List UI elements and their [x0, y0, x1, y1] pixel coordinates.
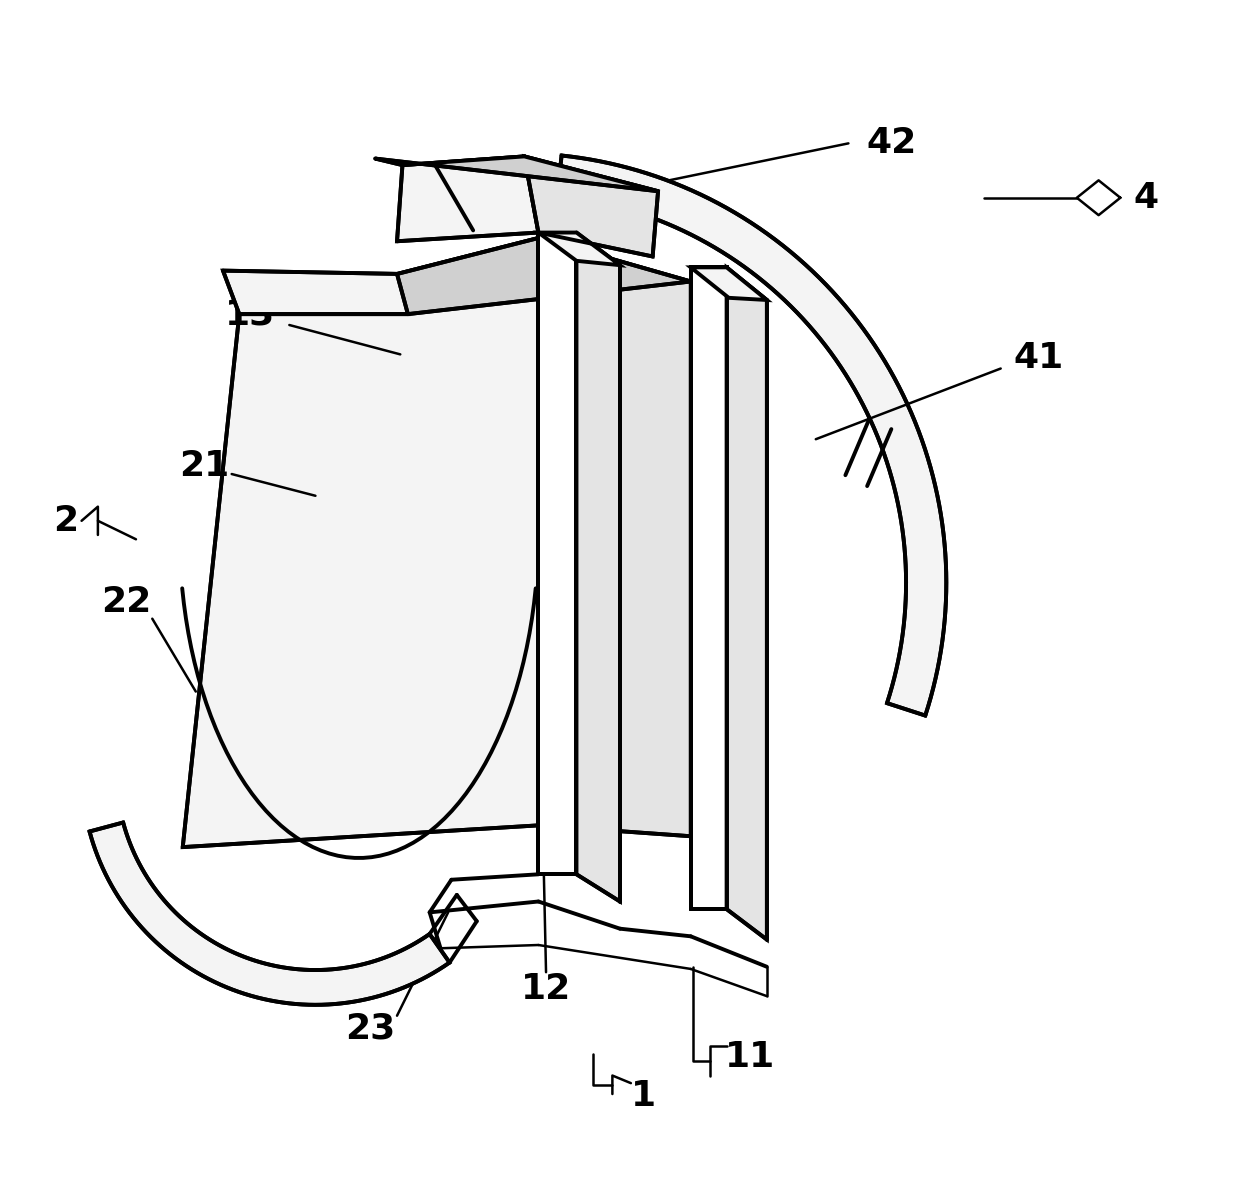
Text: 11: 11 — [725, 1040, 776, 1074]
Text: 41: 41 — [1013, 341, 1064, 375]
Text: 4: 4 — [1133, 181, 1158, 215]
Polygon shape — [557, 155, 946, 716]
Polygon shape — [538, 238, 691, 836]
Text: 13: 13 — [224, 297, 275, 331]
Polygon shape — [239, 238, 691, 315]
Polygon shape — [182, 238, 538, 847]
Polygon shape — [376, 156, 658, 192]
Polygon shape — [538, 233, 620, 265]
Text: 21: 21 — [180, 450, 229, 484]
Polygon shape — [538, 233, 577, 874]
Text: 12: 12 — [521, 971, 572, 1006]
Text: 1: 1 — [631, 1079, 656, 1113]
Polygon shape — [223, 271, 408, 315]
Polygon shape — [525, 156, 658, 257]
Text: 23: 23 — [345, 1011, 396, 1046]
Text: 42: 42 — [867, 127, 918, 161]
Polygon shape — [691, 267, 727, 909]
Polygon shape — [691, 267, 766, 300]
Text: 2: 2 — [53, 504, 78, 538]
Polygon shape — [727, 267, 766, 939]
Polygon shape — [397, 156, 538, 241]
Text: 22: 22 — [100, 586, 151, 620]
Polygon shape — [577, 233, 620, 901]
Polygon shape — [89, 822, 450, 1004]
